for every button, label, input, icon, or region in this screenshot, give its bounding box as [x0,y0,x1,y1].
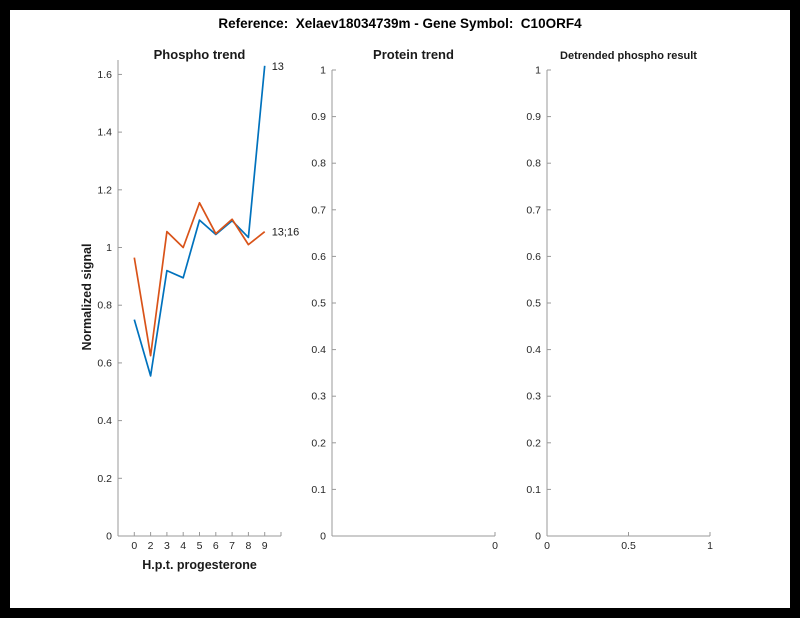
figure-title: Reference: Xelaev18034739m - Gene Symbol… [218,16,582,31]
phospho-y-axis-label: Normalized signal [80,243,94,351]
detrended-phospho-title: Detrended phospho result [560,50,697,62]
protein-trend-title: Protein trend [373,47,454,62]
phospho-x-axis-label: H.p.t. progesterone [142,558,257,572]
figure-canvas [10,10,790,608]
phospho-trend-title: Phospho trend [153,47,246,62]
